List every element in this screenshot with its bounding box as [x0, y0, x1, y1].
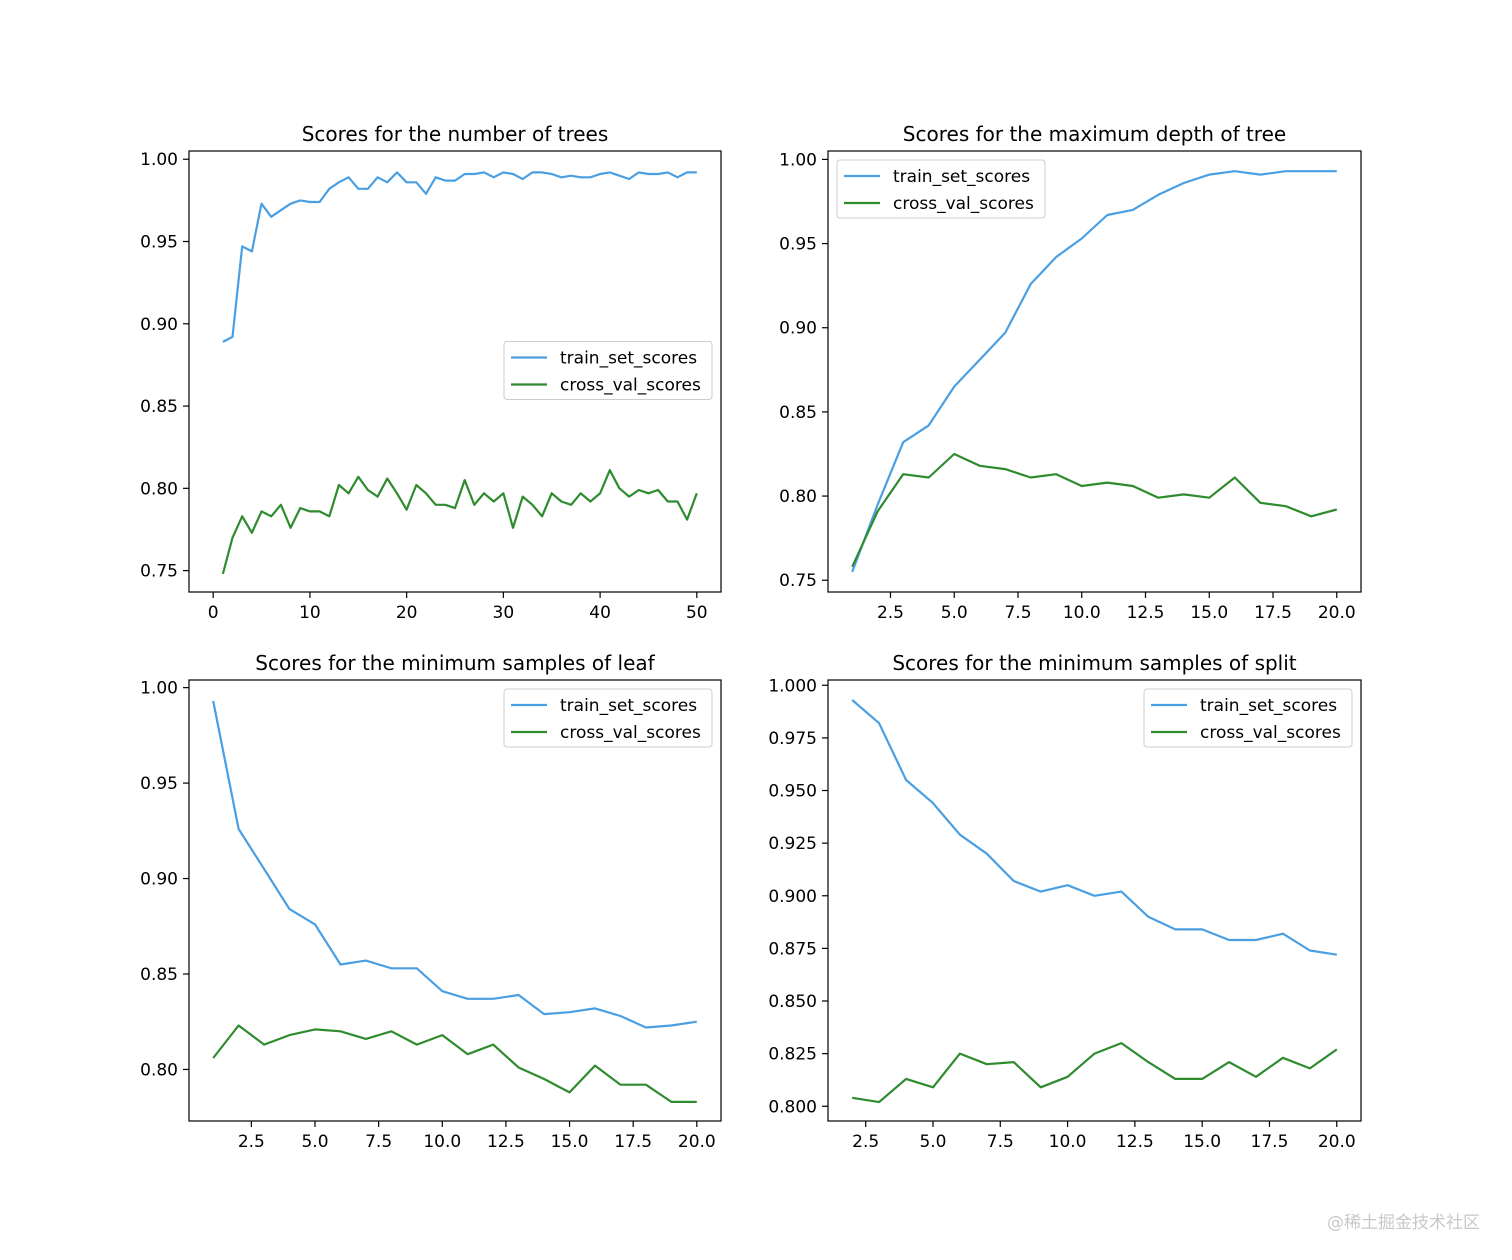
- x-tick-label: 5.0: [941, 603, 968, 623]
- y-tick-label: 0.85: [140, 397, 178, 417]
- axes-frame: [188, 150, 722, 593]
- legend-box: [503, 688, 713, 748]
- x-tick-label: 7.5: [987, 1132, 1014, 1152]
- series-line-train-set-scores: [851, 170, 1337, 573]
- x-tick-label: 5.0: [301, 1132, 328, 1152]
- axes-frame: [188, 679, 722, 1122]
- chart-title: Scores for the minimum samples of split: [892, 651, 1296, 675]
- x-tick-label: 5.0: [919, 1132, 946, 1152]
- legend: train_set_scores cross_val_scores: [503, 341, 713, 400]
- x-tick-label: 20: [396, 603, 418, 623]
- y-tick-label: 0.90: [779, 319, 817, 339]
- x-tick-label: 12.5: [1127, 603, 1165, 623]
- legend-box: [503, 341, 713, 400]
- legend-label-cross-val-scores: cross_val_scores: [560, 723, 701, 743]
- chart-title: Scores for the minimum samples of leaf: [255, 651, 655, 675]
- x-tick-label: 20.0: [1318, 603, 1356, 623]
- legend-box: [836, 159, 1046, 219]
- subplot-4: Scores for the minimum samples of split 2…: [768, 651, 1362, 1152]
- legend: train_set_scores cross_val_scores: [1143, 688, 1353, 748]
- x-tick-label: 30: [493, 603, 515, 623]
- series-line-train-set-scores: [851, 699, 1337, 956]
- x-tick-label: 10.0: [1049, 1132, 1087, 1152]
- y-tick-label: 0.85: [140, 965, 178, 985]
- x-tick-label: 12.5: [1116, 1132, 1154, 1152]
- y-tick-label: 0.80: [140, 479, 178, 499]
- y-tick-label: 0.90: [140, 870, 178, 890]
- y-tick-label: 0.800: [768, 1097, 817, 1117]
- subplot-1: Scores for the number of trees 0 10 20 30 40 5…: [140, 122, 722, 623]
- series-line-cross-val-scores: [212, 1024, 697, 1104]
- y-tick-label: 0.900: [768, 887, 817, 907]
- y-tick-label: 1.000: [768, 676, 817, 696]
- x-tick-label: 17.5: [1251, 1132, 1289, 1152]
- x-tick-label: 17.5: [614, 1132, 652, 1152]
- y-tick-label: 0.95: [140, 774, 178, 794]
- axes-frame: [827, 150, 1362, 593]
- y-tick-label: 0.75: [779, 571, 817, 591]
- y-tick-label: 0.90: [140, 315, 178, 335]
- legend-box: [1143, 688, 1353, 748]
- y-tick-label: 0.80: [779, 487, 817, 507]
- legend: train_set_scores cross_val_scores: [503, 688, 713, 748]
- y-tick-label: 0.80: [140, 1060, 178, 1080]
- watermark: @稀土掘金技术社区: [1327, 1213, 1480, 1233]
- x-tick-label: 17.5: [1254, 603, 1292, 623]
- subplot-3: Scores for the minimum samples of leaf 2.…: [140, 651, 722, 1152]
- x-tick-label: 10: [299, 603, 321, 623]
- x-tick-label: 40: [589, 603, 611, 623]
- y-tick-label: 0.75: [140, 562, 178, 582]
- series-line-cross-val-scores: [852, 1041, 1338, 1104]
- y-tick-label: 0.875: [768, 939, 817, 959]
- y-tick-label: 0.975: [768, 729, 817, 749]
- series-line-cross-val-scores: [851, 452, 1338, 568]
- y-tick-label: 0.850: [768, 992, 817, 1012]
- y-tick-label: 0.925: [768, 834, 817, 854]
- y-tick-label: 0.95: [140, 233, 178, 253]
- subplot-2: Scores for the maximum depth of tree 2.5 5…: [779, 122, 1362, 623]
- x-tick-label: 0: [208, 603, 219, 623]
- y-tick-label: 1.00: [140, 150, 178, 170]
- y-tick-label: 0.95: [779, 235, 817, 255]
- x-tick-label: 10.0: [1063, 603, 1101, 623]
- x-tick-label: 20.0: [678, 1132, 716, 1152]
- x-tick-label: 7.5: [1004, 603, 1031, 623]
- legend-label-train-set-scores: train_set_scores: [893, 167, 1030, 187]
- x-tick-label: 20.0: [1318, 1132, 1356, 1152]
- x-tick-label: 12.5: [487, 1132, 525, 1152]
- axes-frame: [827, 679, 1362, 1122]
- legend-label-cross-val-scores: cross_val_scores: [560, 376, 701, 396]
- x-tick-label: 7.5: [365, 1132, 392, 1152]
- x-tick-label: 10.0: [423, 1132, 461, 1152]
- y-tick-label: 1.00: [779, 150, 817, 170]
- legend-label-cross-val-scores: cross_val_scores: [1200, 723, 1341, 743]
- series-line-train-set-scores: [222, 171, 697, 343]
- series-line-cross-val-scores: [221, 469, 698, 575]
- y-tick-label: 0.85: [779, 403, 817, 423]
- y-tick-label: 0.950: [768, 782, 817, 802]
- x-tick-label: 15.0: [551, 1132, 589, 1152]
- x-tick-label: 15.0: [1183, 1132, 1221, 1152]
- y-tick-label: 1.00: [140, 679, 178, 699]
- x-tick-label: 2.5: [877, 603, 904, 623]
- legend-label-train-set-scores: train_set_scores: [560, 349, 697, 369]
- y-tick-label: 0.825: [768, 1045, 817, 1065]
- x-tick-label: 15.0: [1190, 603, 1228, 623]
- chart-title: Scores for the maximum depth of tree: [903, 122, 1286, 146]
- x-tick-label: 50: [686, 603, 708, 623]
- series-line-train-set-scores: [212, 700, 697, 1029]
- legend-label-train-set-scores: train_set_scores: [560, 696, 697, 716]
- legend: train_set_scores cross_val_scores: [836, 159, 1046, 219]
- x-tick-label: 2.5: [238, 1132, 265, 1152]
- x-tick-label: 2.5: [852, 1132, 879, 1152]
- chart-title: Scores for the number of trees: [302, 122, 609, 146]
- legend-label-train-set-scores: train_set_scores: [1200, 696, 1337, 716]
- legend-label-cross-val-scores: cross_val_scores: [893, 194, 1034, 214]
